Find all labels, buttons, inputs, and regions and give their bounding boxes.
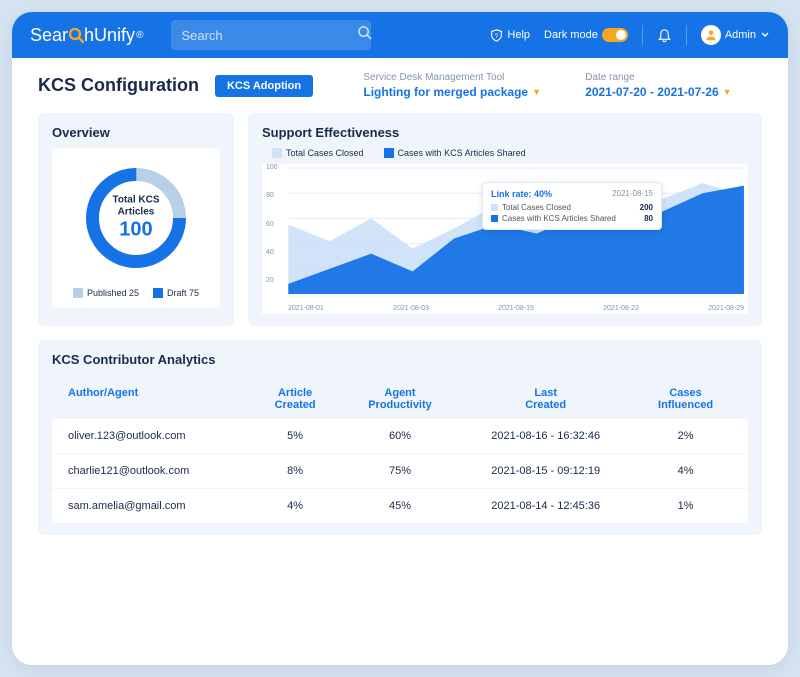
brand-pre: Sear xyxy=(30,25,68,46)
column-header[interactable]: LastCreated xyxy=(458,387,633,411)
divider xyxy=(686,25,687,45)
table-cell: 45% xyxy=(342,500,459,512)
tool-filter[interactable]: Service Desk Management Tool Lighting fo… xyxy=(363,72,541,99)
tooltip-rate: Link rate: 40% xyxy=(491,189,552,199)
donut-label: Total KCSArticles xyxy=(112,195,159,219)
darkmode-toggle[interactable]: Dark mode xyxy=(544,28,628,42)
darkmode-label: Dark mode xyxy=(544,29,598,41)
table-cell: 2021-08-15 - 09:12:19 xyxy=(458,465,633,477)
column-header[interactable]: CasesInfluenced xyxy=(633,387,738,411)
y-axis-labels: 10080604020 xyxy=(266,164,278,284)
donut-center: Total KCSArticles 100 xyxy=(112,195,159,242)
table-cell: sam.amelia@gmail.com xyxy=(62,500,248,512)
column-header[interactable]: ArticleCreated xyxy=(248,387,341,411)
topbar: SearhUnify® ? Help Dark mode Admin xyxy=(12,12,788,58)
help-label: Help xyxy=(507,29,530,41)
x-axis-labels: 2021-08-012021-08-032021-08-152021-08-22… xyxy=(288,305,744,312)
brand-post: hUnify xyxy=(84,25,135,46)
legend-item: Total Cases Closed xyxy=(272,148,364,158)
effectiveness-card: Support Effectiveness Total Cases Closed… xyxy=(248,113,762,326)
daterange-filter[interactable]: Date range 2021-07-20 - 2021-07-26▼ xyxy=(585,72,731,99)
user-menu[interactable]: Admin xyxy=(701,25,770,45)
donut-chart: Total KCSArticles 100 xyxy=(60,162,212,274)
brand-c-icon xyxy=(68,27,84,43)
table-cell: 4% xyxy=(248,500,341,512)
page-title: KCS Configuration xyxy=(38,75,199,96)
legend-item: Draft 75 xyxy=(153,288,199,298)
app-window: SearhUnify® ? Help Dark mode Admin xyxy=(12,12,788,665)
effectiveness-title: Support Effectiveness xyxy=(262,125,748,140)
tooltip-row: Total Cases Closed200 xyxy=(491,203,653,212)
content: Overview Total KCSArticles 100 Published… xyxy=(12,113,788,555)
table-header: Author/AgentArticleCreatedAgentProductiv… xyxy=(52,379,748,419)
tooltip-date: 2021-08-15 xyxy=(612,189,653,199)
admin-label: Admin xyxy=(725,29,756,41)
analytics-title: KCS Contributor Analytics xyxy=(52,352,748,367)
daterange-value[interactable]: 2021-07-20 - 2021-07-26▼ xyxy=(585,85,731,99)
overview-title: Overview xyxy=(52,125,220,140)
bell-icon xyxy=(657,28,672,43)
subheader: KCS Configuration KCS Adoption Service D… xyxy=(12,58,788,113)
tool-filter-label: Service Desk Management Tool xyxy=(363,72,541,83)
daterange-label: Date range xyxy=(585,72,731,83)
divider xyxy=(642,25,643,45)
table-cell: 5% xyxy=(248,430,341,442)
table-cell: 2021-08-16 - 16:32:46 xyxy=(458,430,633,442)
topbar-right: ? Help Dark mode Admin xyxy=(490,25,770,45)
table-cell: 8% xyxy=(248,465,341,477)
avatar-icon xyxy=(701,25,721,45)
donut-value: 100 xyxy=(112,219,159,242)
search-icon[interactable] xyxy=(357,25,372,45)
chart-tooltip: Link rate: 40% 2021-08-15 Total Cases Cl… xyxy=(482,182,662,230)
search-input[interactable] xyxy=(181,28,357,43)
notifications-button[interactable] xyxy=(657,28,672,43)
table-cell: 75% xyxy=(342,465,459,477)
shield-icon: ? xyxy=(490,29,503,42)
donut-legend: Published 25 Draft 75 xyxy=(60,288,212,298)
table-cell: 2021-08-14 - 12:45:36 xyxy=(458,500,633,512)
table-row: sam.amelia@gmail.com4%45%2021-08-14 - 12… xyxy=(52,488,748,523)
row-1: Overview Total KCSArticles 100 Published… xyxy=(38,113,762,326)
analytics-card: KCS Contributor Analytics Author/AgentAr… xyxy=(38,340,762,535)
kcs-adoption-button[interactable]: KCS Adoption xyxy=(215,75,313,97)
table-cell: oliver.123@outlook.com xyxy=(62,430,248,442)
tooltip-row: Cases with KCS Articles Shared80 xyxy=(491,214,653,223)
chevron-down-icon xyxy=(760,30,770,40)
table-cell: 2% xyxy=(633,430,738,442)
table-body: oliver.123@outlook.com5%60%2021-08-16 - … xyxy=(52,419,748,523)
toggle-switch[interactable] xyxy=(602,28,628,42)
table-cell: charlie121@outlook.com xyxy=(62,465,248,477)
column-header[interactable]: AgentProductivity xyxy=(342,387,459,411)
table-row: charlie121@outlook.com8%75%2021-08-15 - … xyxy=(52,453,748,488)
legend-item: Cases with KCS Articles Shared xyxy=(384,148,526,158)
area-chart: 10080604020 2021-08-012021-08-032021-08-… xyxy=(262,164,748,314)
tool-filter-value[interactable]: Lighting for merged package▼ xyxy=(363,85,541,99)
help-button[interactable]: ? Help xyxy=(490,29,530,42)
search-box[interactable] xyxy=(171,20,371,50)
column-header[interactable]: Author/Agent xyxy=(62,387,248,411)
brand-logo: SearhUnify® xyxy=(30,25,143,46)
overview-inner: Total KCSArticles 100 Published 25 Draft … xyxy=(52,148,220,308)
table-cell: 60% xyxy=(342,430,459,442)
svg-text:?: ? xyxy=(495,32,499,39)
effectiveness-legend: Total Cases Closed Cases with KCS Article… xyxy=(262,148,748,158)
table-row: oliver.123@outlook.com5%60%2021-08-16 - … xyxy=(52,419,748,453)
table-cell: 4% xyxy=(633,465,738,477)
overview-card: Overview Total KCSArticles 100 Published… xyxy=(38,113,234,326)
table-cell: 1% xyxy=(633,500,738,512)
legend-item: Published 25 xyxy=(73,288,139,298)
